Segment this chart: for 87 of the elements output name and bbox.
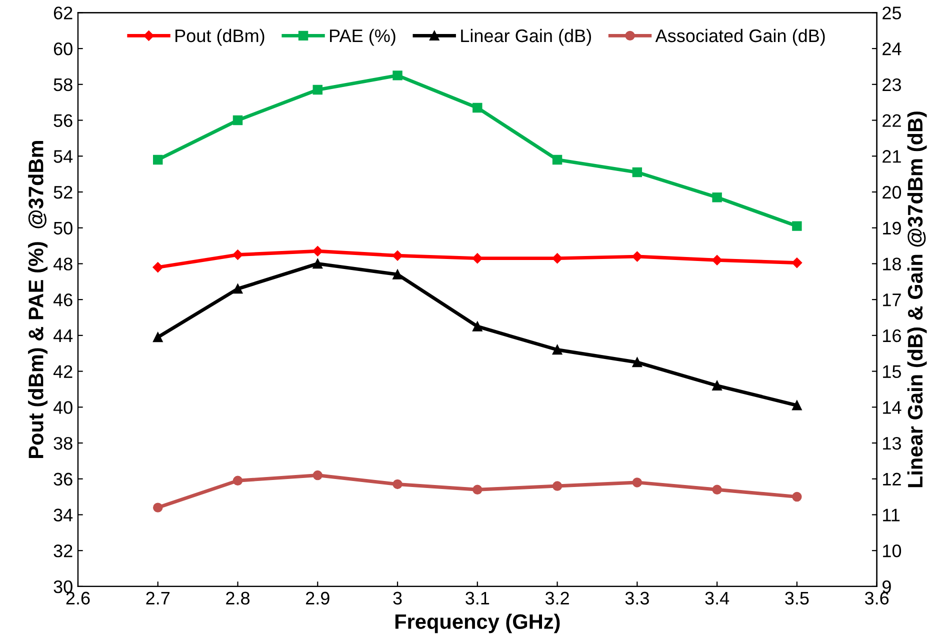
y2-tick-label: 22 <box>882 114 901 127</box>
y-tick-label: 62 <box>54 6 72 20</box>
x-tick-label: 3.3 <box>625 592 649 605</box>
y-tick-label: 56 <box>54 114 72 127</box>
y2-tick-label: 24 <box>882 42 902 56</box>
point <box>472 322 482 332</box>
y-tick-label: 48 <box>53 258 72 270</box>
point <box>472 484 482 494</box>
point <box>312 246 323 256</box>
y-tick-label: 30 <box>54 580 72 594</box>
x-tick-label: 2.8 <box>226 592 250 605</box>
y2-tick-label: 10 <box>883 544 902 558</box>
y2-tick-label: 20 <box>882 186 902 199</box>
y-tick-label: 58 <box>54 78 72 92</box>
y2-tick-label: 18 <box>883 258 901 270</box>
x-tick-label: 3 <box>393 592 402 605</box>
point <box>152 262 163 272</box>
y2-tick-label: 14 <box>883 401 902 414</box>
y-tick-label: 60 <box>54 42 72 56</box>
legend-label: Associated Gain (dB) <box>655 28 825 46</box>
point <box>312 470 322 480</box>
y-tick-label: 54 <box>54 150 73 163</box>
x-tick-label: 2.9 <box>306 592 330 605</box>
point <box>232 476 243 486</box>
y2-tick-label: 21 <box>882 150 901 163</box>
point <box>632 167 642 178</box>
point <box>712 380 722 390</box>
x-tick-label: 3.6 <box>864 592 889 605</box>
y-tick-label: 50 <box>54 222 72 235</box>
y-tick-label: 32 <box>54 544 72 558</box>
y-tick-label: 40 <box>53 401 72 414</box>
y-tick-label: 42 <box>53 365 72 378</box>
x-axis-title: Frequency (GHz) <box>395 614 560 634</box>
y2-tick-label: 25 <box>882 6 902 20</box>
y-tick-label: 46 <box>53 294 72 306</box>
y2-tick-label: 23 <box>882 78 901 92</box>
point <box>153 502 163 512</box>
y-tick-label: 34 <box>54 508 73 522</box>
y2-tick-label: 16 <box>883 329 901 342</box>
point <box>632 357 642 368</box>
y-tick-label: 44 <box>53 330 73 342</box>
y2-tick-label: 15 <box>883 365 902 378</box>
point <box>712 255 722 266</box>
x-tick-label: 2.6 <box>66 592 90 605</box>
y-tick-label: 38 <box>54 436 72 450</box>
legend-label: Pout (dBm) <box>176 28 264 46</box>
point <box>153 332 163 342</box>
point <box>552 253 562 264</box>
y-tick-label: 52 <box>54 186 72 199</box>
point <box>312 84 322 95</box>
point <box>552 481 562 491</box>
y-axis-title: Pout (dBm) & PAE (%) @37dBm <box>28 141 48 458</box>
y2-tick-label: 19 <box>883 222 901 235</box>
point <box>792 221 802 231</box>
point <box>552 154 562 165</box>
x-tick-label: 3.1 <box>466 592 490 605</box>
point <box>392 70 402 80</box>
point <box>232 115 243 126</box>
y2-axis-title: Linear Gain (dB) & Gain @37dBm (dB) <box>907 112 927 488</box>
point <box>232 250 243 260</box>
point <box>632 251 642 262</box>
x-tick-label: 2.7 <box>146 592 170 604</box>
point <box>712 192 722 202</box>
x-tick-label: 3.4 <box>705 592 730 605</box>
point <box>153 154 163 165</box>
y2-tick-label: 13 <box>883 436 901 450</box>
point <box>792 400 802 410</box>
point <box>472 253 483 264</box>
point <box>232 284 243 294</box>
x-tick-label: 3.5 <box>785 592 809 605</box>
point <box>792 492 802 502</box>
point <box>792 258 802 268</box>
y2-tick-label: 12 <box>883 472 901 486</box>
point <box>552 344 562 355</box>
point <box>392 250 403 261</box>
point <box>712 484 722 494</box>
y-tick-label: 36 <box>54 472 72 486</box>
point <box>472 102 482 113</box>
point <box>392 270 402 280</box>
legend-label: Linear Gain (dB) <box>461 28 591 46</box>
legend-label: PAE (%) <box>330 28 396 46</box>
point <box>392 479 402 490</box>
y2-tick-label: 11 <box>883 508 900 522</box>
point <box>312 258 322 269</box>
y2-tick-label: 17 <box>883 294 901 306</box>
x-tick-label: 3.2 <box>545 592 569 605</box>
point <box>632 478 642 488</box>
